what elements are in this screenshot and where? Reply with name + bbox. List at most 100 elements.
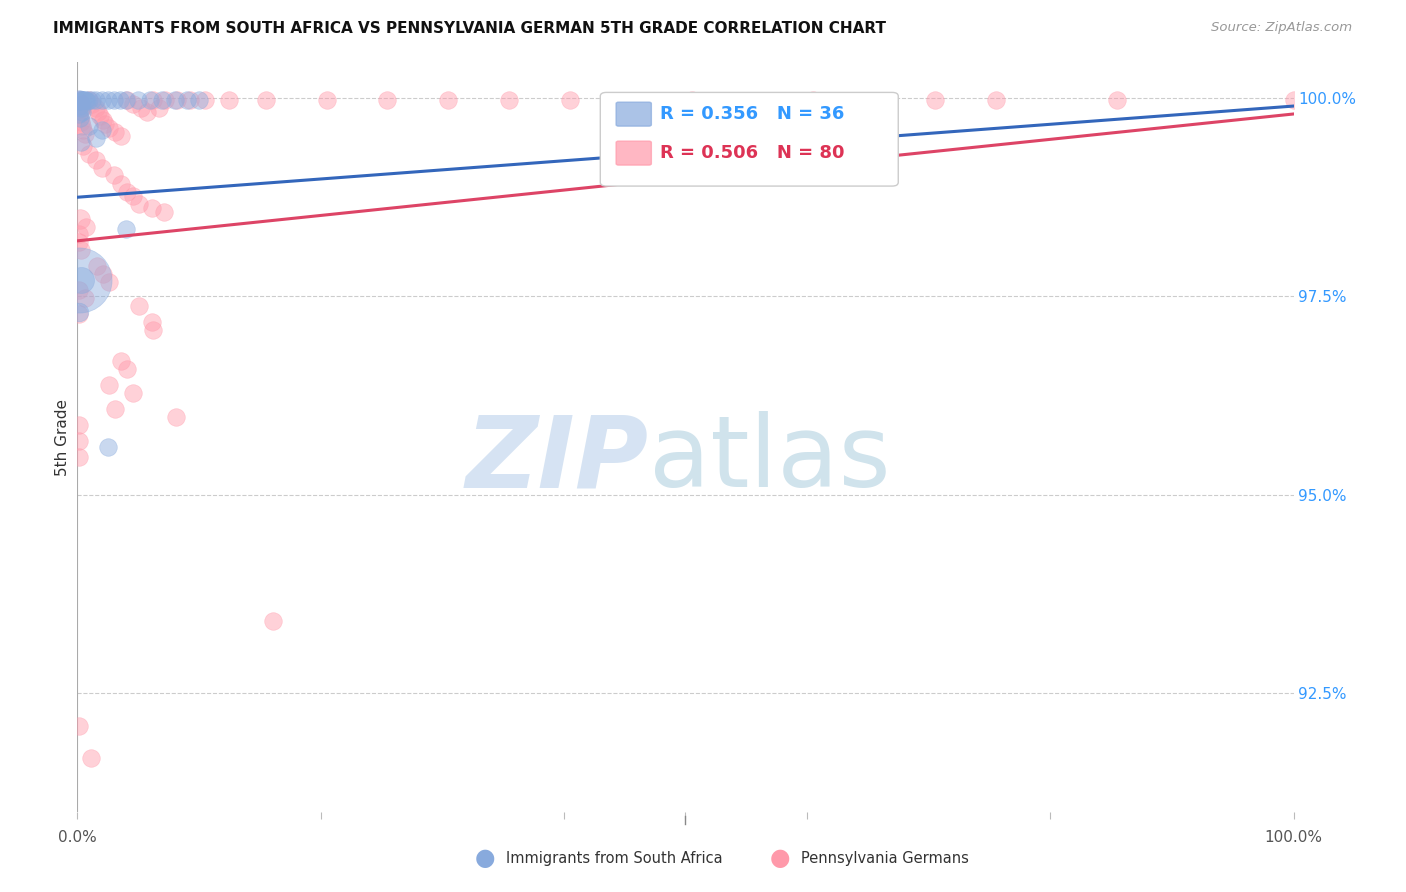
Point — [70, 115, 93, 129]
Point — [115, 185, 138, 199]
Point — [110, 177, 132, 191]
Point — [1107, 94, 1129, 108]
Y-axis label: 5th Grade: 5th Grade — [55, 399, 70, 475]
Point — [141, 315, 163, 329]
Point — [72, 123, 94, 137]
Point — [315, 94, 337, 108]
Point — [254, 94, 277, 108]
Point — [72, 138, 94, 153]
Point — [84, 130, 107, 145]
Point — [70, 273, 93, 287]
Point — [90, 161, 112, 175]
Point — [67, 227, 90, 242]
Point — [166, 94, 188, 108]
Point — [70, 104, 93, 119]
FancyBboxPatch shape — [616, 141, 651, 165]
Point — [801, 94, 824, 108]
Point — [67, 417, 90, 432]
Text: Pennsylvania Germans: Pennsylvania Germans — [801, 851, 969, 865]
Point — [70, 93, 93, 107]
Point — [115, 222, 138, 236]
Point — [194, 94, 217, 108]
Point — [89, 109, 111, 123]
Point — [84, 102, 107, 116]
Point — [73, 291, 96, 305]
Point — [104, 125, 127, 139]
Point — [73, 127, 96, 141]
Point — [108, 93, 131, 107]
Point — [110, 129, 132, 144]
Point — [115, 362, 138, 376]
Point — [70, 102, 93, 116]
Point — [75, 219, 97, 234]
Point — [122, 97, 145, 112]
Point — [103, 168, 125, 182]
FancyBboxPatch shape — [600, 93, 898, 186]
Point — [165, 409, 187, 424]
Point — [188, 93, 211, 107]
Point — [91, 113, 114, 128]
Point — [84, 153, 107, 167]
Point — [437, 94, 460, 108]
Point — [142, 94, 165, 108]
Point — [70, 135, 93, 149]
Point — [558, 94, 581, 108]
Text: R = 0.356   N = 36: R = 0.356 N = 36 — [659, 105, 844, 123]
Point — [91, 267, 114, 281]
Point — [163, 93, 186, 107]
Text: 0.0%: 0.0% — [58, 830, 97, 846]
Point — [67, 93, 90, 107]
Point — [79, 146, 101, 161]
Point — [176, 93, 198, 107]
Point — [79, 94, 101, 108]
Point — [97, 275, 120, 289]
Text: 100.0%: 100.0% — [1264, 830, 1323, 846]
Point — [262, 615, 284, 629]
Point — [97, 93, 120, 107]
Text: ZIP: ZIP — [465, 411, 650, 508]
Point — [67, 107, 90, 121]
Point — [1282, 94, 1305, 108]
Point — [103, 93, 125, 107]
Text: Source: ZipAtlas.com: Source: ZipAtlas.com — [1212, 21, 1353, 34]
Point — [67, 719, 90, 733]
Point — [128, 299, 150, 313]
Text: IMMIGRANTS FROM SOUTH AFRICA VS PENNSYLVANIA GERMAN 5TH GRADE CORRELATION CHART: IMMIGRANTS FROM SOUTH AFRICA VS PENNSYLV… — [53, 21, 886, 36]
Point — [67, 434, 90, 448]
Text: atlas: atlas — [650, 411, 890, 508]
Point — [681, 94, 703, 108]
Point — [67, 450, 90, 464]
Point — [69, 95, 91, 109]
Point — [115, 93, 138, 107]
Point — [984, 94, 1007, 108]
Point — [97, 121, 120, 136]
Point — [69, 111, 91, 125]
Point — [115, 94, 138, 108]
Point — [152, 93, 174, 107]
Point — [135, 105, 157, 120]
Point — [87, 105, 110, 120]
Point — [498, 94, 520, 108]
Point — [67, 283, 90, 297]
Point — [70, 244, 93, 258]
Point — [70, 101, 93, 115]
Point — [75, 94, 97, 108]
Point — [148, 102, 170, 116]
Point — [924, 94, 946, 108]
Point — [69, 94, 91, 108]
Point — [67, 273, 90, 287]
Point — [70, 119, 93, 133]
Point — [67, 305, 90, 319]
Point — [142, 323, 165, 337]
Point — [67, 307, 90, 321]
Point — [69, 211, 91, 226]
Point — [152, 204, 174, 219]
Point — [69, 111, 91, 125]
Point — [179, 94, 201, 108]
Point — [122, 188, 145, 202]
Point — [128, 196, 150, 211]
Point — [86, 259, 108, 273]
Point — [141, 201, 163, 215]
Point — [79, 93, 101, 107]
Point — [104, 401, 127, 416]
